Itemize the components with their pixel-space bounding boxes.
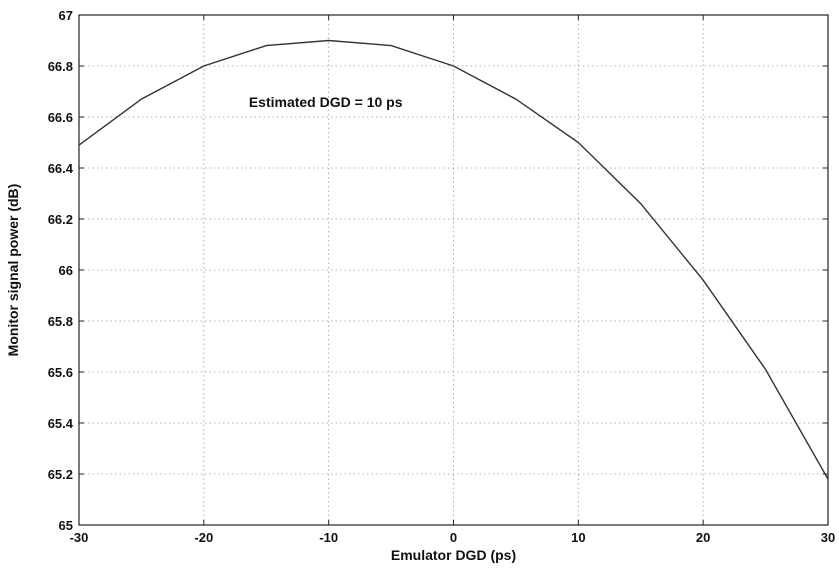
x-tick-label: 20	[696, 530, 710, 545]
x-tick-label: 30	[821, 530, 835, 545]
y-tick-label: 65.8	[48, 314, 73, 329]
x-axis-title: Emulator DGD (ps)	[391, 547, 516, 563]
y-tick-label: 66.8	[48, 59, 73, 74]
x-tick-label: 0	[450, 530, 457, 545]
y-axis-title: Monitor signal power (dB)	[5, 184, 21, 357]
y-tick-label: 65.6	[48, 365, 73, 380]
y-tick-label: 65	[59, 518, 73, 533]
y-tick-label: 65.2	[48, 467, 73, 482]
chart-annotation: Estimated DGD = 10 ps	[249, 94, 403, 110]
y-tick-label: 66.6	[48, 110, 73, 125]
y-tick-label: 66.2	[48, 212, 73, 227]
x-tick-label: -20	[194, 530, 213, 545]
x-tick-label: -10	[319, 530, 338, 545]
axis-ticks: -30 -20 -10 0 10 20 306565.265.465.665.86666.2…	[48, 8, 836, 545]
y-tick-label: 66	[59, 263, 73, 278]
grid-lines	[79, 15, 828, 525]
y-tick-label: 67	[59, 8, 73, 23]
x-tick-label: 10	[571, 530, 585, 545]
y-tick-label: 66.4	[48, 161, 74, 176]
y-tick-label: 65.4	[48, 416, 74, 431]
